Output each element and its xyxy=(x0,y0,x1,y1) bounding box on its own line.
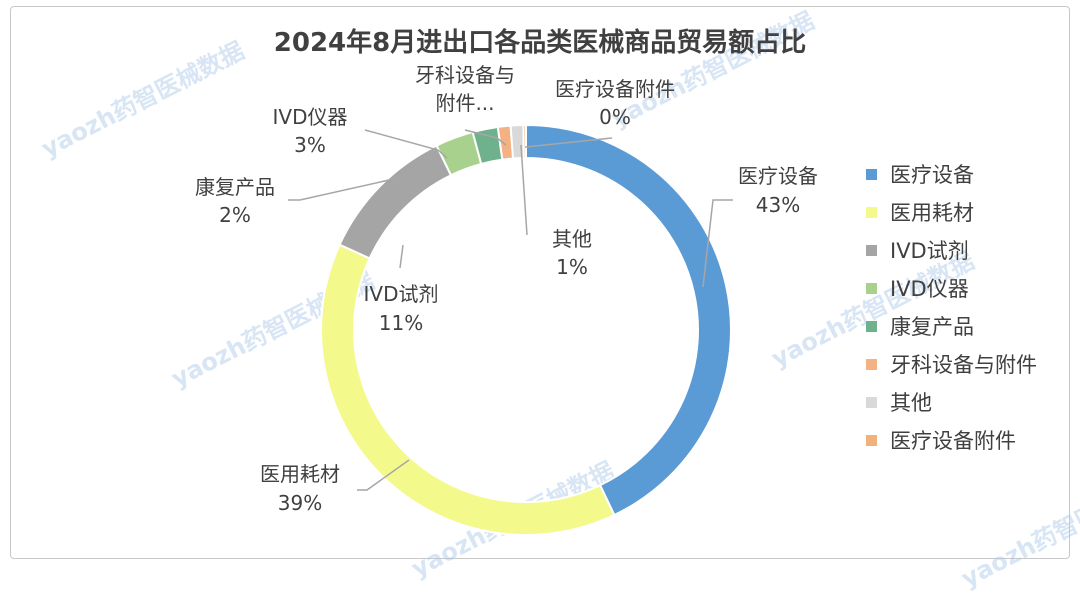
legend-label: 医疗设备附件 xyxy=(890,429,1016,453)
donut-slices xyxy=(320,123,732,536)
leader-line-rehab xyxy=(288,177,399,201)
leader-line-device xyxy=(702,199,733,288)
legend-label: IVD试剂 xyxy=(890,239,969,263)
legend-item-ivd-reagent: IVD试剂 xyxy=(866,232,969,268)
leader-line-ivd-instrument xyxy=(364,129,448,159)
data-label-device-name: 医疗设备 xyxy=(738,164,818,188)
legend-swatch xyxy=(866,244,877,256)
legend-swatch xyxy=(866,168,877,180)
legend-swatch xyxy=(866,206,877,218)
leader-line-dental xyxy=(464,129,507,146)
legend-label: 康复产品 xyxy=(890,315,974,339)
legend-item-other: 其他 xyxy=(866,384,932,420)
legend-item-device: 医疗设备 xyxy=(866,156,974,192)
legend-label: 医疗设备 xyxy=(890,163,974,187)
leader-line-other xyxy=(520,144,528,236)
leader-line-consumable xyxy=(357,459,410,491)
legend-swatch xyxy=(866,434,877,446)
legend-swatch xyxy=(866,282,877,294)
data-label-rehab-value: 2% xyxy=(219,203,251,227)
data-label-dental-line1: 牙科设备与 xyxy=(415,63,515,87)
data-label-other-name: 其他 xyxy=(552,227,592,251)
legend-swatch xyxy=(866,358,877,370)
donut-slice-7 xyxy=(522,123,527,160)
legend-label: 其他 xyxy=(890,391,932,415)
legend-swatch xyxy=(866,396,877,408)
donut-slice-0 xyxy=(525,123,732,517)
leader-lines xyxy=(288,129,733,491)
donut-chart: 医疗设备 43% 医用耗材 39% IVD试剂 11% IVD仪器 3% 康复产… xyxy=(195,63,818,536)
legend-item-ivd-instrument: IVD仪器 xyxy=(866,270,969,306)
data-label-ivd-instrument-name: IVD仪器 xyxy=(273,105,348,129)
data-label-rehab-name: 康复产品 xyxy=(195,175,275,199)
legend-item-dental: 牙科设备与附件 xyxy=(866,346,1037,382)
data-label-device-accessory-name: 医疗设备附件 xyxy=(555,77,675,101)
data-label-ivd-reagent-value: 11% xyxy=(379,311,423,335)
legend-swatch xyxy=(866,320,877,332)
legend-item-rehab: 康复产品 xyxy=(866,308,974,344)
legend-item-consumable: 医用耗材 xyxy=(866,194,974,230)
data-label-other-value: 1% xyxy=(556,255,588,279)
data-label-ivd-instrument-value: 3% xyxy=(294,133,326,157)
chart-frame xyxy=(10,6,1070,559)
leader-line-ivd-reagent xyxy=(399,244,404,269)
data-label-dental-line2: 附件... xyxy=(435,91,494,115)
data-label-device-value: 43% xyxy=(756,193,800,217)
leader-line-device-accessory xyxy=(524,137,613,148)
legend-label: IVD仪器 xyxy=(890,277,969,301)
data-label-ivd-reagent-name: IVD试剂 xyxy=(364,282,439,306)
data-label-consumable-value: 39% xyxy=(278,491,322,515)
data-label-consumable-name: 医用耗材 xyxy=(260,462,340,486)
legend-item-device-accessory: 医疗设备附件 xyxy=(866,422,1016,458)
chart-title: 2024年8月进出口各品类医械商品贸易额占比 xyxy=(273,28,807,58)
donut-slice-2 xyxy=(338,144,453,260)
legend-label: 牙科设备与附件 xyxy=(890,353,1037,377)
data-label-device-accessory-value: 0% xyxy=(599,105,631,129)
legend-label: 医用耗材 xyxy=(890,201,974,225)
